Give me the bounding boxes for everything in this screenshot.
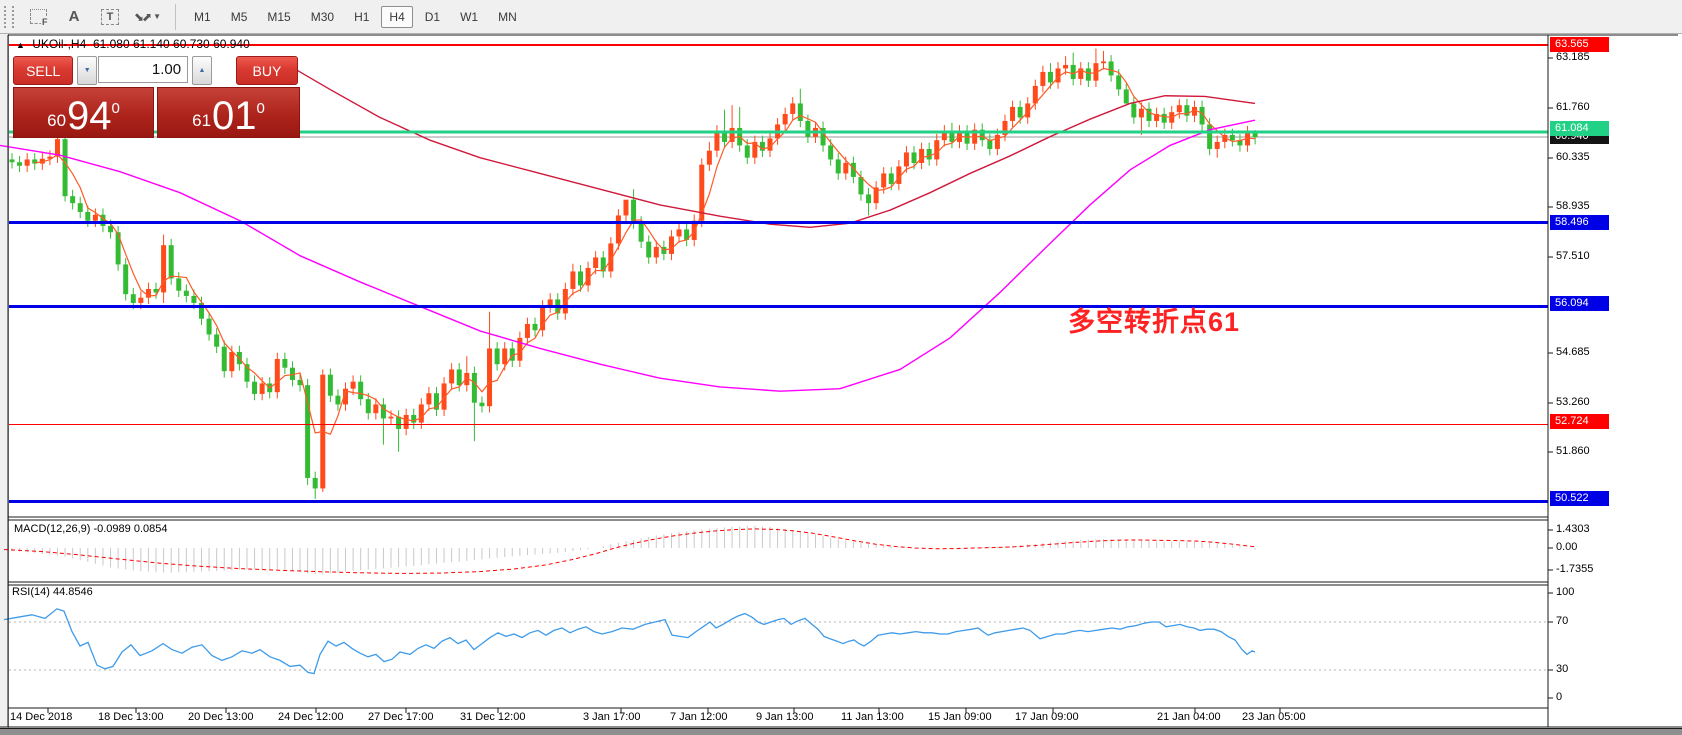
font-icon: A <box>68 8 80 25</box>
rsi-scale-label: 0 <box>1556 691 1563 703</box>
timeframe-button-M15[interactable]: M15 <box>267 9 291 24</box>
time-label: 3 Jan 17:00 <box>583 711 641 723</box>
chevron-down-icon: ▼ <box>153 12 162 21</box>
timeframe-button-M30[interactable]: M30 <box>310 9 335 24</box>
macd-label: MACD(12,26,9) -0.0989 0.0854 <box>14 523 168 535</box>
timeframe-button-M5[interactable]: M5 <box>230 9 248 24</box>
objects-arrows-button[interactable]: ⬊⬈ ▼ <box>133 4 162 30</box>
chevron-down-icon: ▼ <box>83 67 91 74</box>
price-tick-label: 63.185 <box>1556 51 1590 63</box>
timeframe-button-MN[interactable]: MN <box>498 9 517 24</box>
price-badge-56.094: 56.094 <box>1550 296 1609 311</box>
header-ohlc: 61.080 61.140 60.730 60.940 <box>92 37 250 51</box>
buy-price-prefix: 61 <box>192 111 212 130</box>
trade-controls-row: SELL ▼ ▲ BUY <box>13 56 298 85</box>
price-tick-label: 61.760 <box>1556 101 1590 113</box>
sell-button[interactable]: SELL <box>13 56 74 85</box>
price-badge-58.496: 58.496 <box>1550 215 1609 230</box>
buy-button[interactable]: BUY <box>235 56 298 85</box>
time-label: 20 Dec 13:00 <box>188 711 254 723</box>
chart-annotation-text: 多空转折点61 <box>1068 307 1241 337</box>
timeframe-button-H4[interactable]: H4 <box>381 5 413 28</box>
sell-price-tile[interactable]: 60 94 0 <box>13 87 154 138</box>
symbol-marker-icon: ▲ <box>16 40 25 50</box>
text-label-button[interactable]: A <box>61 4 87 30</box>
grid-f-icon: F <box>29 9 48 27</box>
rsi-label: RSI(14) 44.8546 <box>12 586 93 598</box>
time-label: 23 Jan 05:00 <box>1242 711 1306 723</box>
timeframe-button-D1[interactable]: D1 <box>424 9 441 24</box>
volume-increase-button[interactable]: ▲ <box>192 56 212 85</box>
time-label: 18 Dec 13:00 <box>98 711 164 723</box>
time-label: 24 Dec 12:00 <box>278 711 344 723</box>
price-tick-label: 58.935 <box>1556 200 1590 212</box>
time-label: 31 Dec 12:00 <box>460 711 526 723</box>
time-label: 9 Jan 13:00 <box>756 711 814 723</box>
timeframe-button-M1[interactable]: M1 <box>194 9 211 24</box>
volume-input[interactable] <box>98 56 189 83</box>
price-badge-52.724: 52.724 <box>1550 414 1609 429</box>
price-badge-63.565: 63.565 <box>1550 37 1609 52</box>
arrows-icon: ⬊⬈ <box>134 9 152 24</box>
price-badge-50.522: 50.522 <box>1550 491 1609 506</box>
textbox-icon: T <box>101 8 119 25</box>
chart-header: ▲ UKOil-,H4 61.080 61.140 60.730 60.940 <box>16 37 250 51</box>
rsi-scale-label: 100 <box>1556 586 1575 598</box>
sell-price-pip: 0 <box>111 100 120 117</box>
buy-price-tile[interactable]: 61 01 0 <box>157 87 300 138</box>
time-label: 21 Jan 04:00 <box>1157 711 1221 723</box>
time-label: 17 Jan 09:00 <box>1015 711 1079 723</box>
macd-scale-label: 0.00 <box>1556 541 1578 553</box>
window-bottom-edge <box>0 728 1682 735</box>
toolbar-separator <box>175 3 177 30</box>
price-badge-61.084: 61.084 <box>1550 121 1609 136</box>
toolbar: F A T ⬊⬈ ▼ M1 M5 M15 M30 H1 H4 D1 W1 MN <box>0 0 1682 34</box>
volume-decrease-button[interactable]: ▼ <box>77 56 98 85</box>
time-label: 7 Jan 12:00 <box>670 711 728 723</box>
time-label: 14 Dec 2018 <box>10 711 73 723</box>
rsi-scale-label: 30 <box>1556 663 1569 675</box>
buy-price-big: 01 <box>212 94 257 138</box>
price-tick-label: 60.335 <box>1556 151 1590 163</box>
toolbar-grip[interactable] <box>4 5 14 28</box>
timeframe-button-H1[interactable]: H1 <box>354 9 370 24</box>
price-tick-label: 51.860 <box>1556 445 1590 457</box>
time-label: 11 Jan 13:00 <box>841 711 904 723</box>
symbol-title: UKOil-,H4 <box>32 37 87 51</box>
buy-price-pip: 0 <box>256 100 265 117</box>
price-tick-label: 54.685 <box>1556 346 1590 358</box>
price-tick-label: 53.260 <box>1556 396 1590 408</box>
sell-price-big: 94 <box>67 94 112 138</box>
sell-price-prefix: 60 <box>47 111 67 130</box>
one-click-trading-panel: SELL ▼ ▲ BUY 60 94 0 61 01 0 <box>13 56 300 138</box>
textbox-button[interactable]: T <box>97 4 123 30</box>
rsi-scale-label: 70 <box>1556 615 1569 627</box>
macd-scale-label: 1.4303 <box>1556 523 1590 535</box>
macd-scale-label: -1.7355 <box>1556 563 1594 575</box>
timeframe-button-W1[interactable]: W1 <box>460 9 479 24</box>
price-tick-label: 57.510 <box>1556 250 1590 262</box>
chevron-up-icon: ▲ <box>198 67 206 74</box>
timeframe-group: M1 M5 M15 M30 H1 H4 D1 W1 MN <box>184 5 527 28</box>
time-label: 15 Jan 09:00 <box>928 711 992 723</box>
indicator-grid-button[interactable]: F <box>25 4 51 30</box>
time-label: 27 Dec 17:00 <box>368 711 434 723</box>
